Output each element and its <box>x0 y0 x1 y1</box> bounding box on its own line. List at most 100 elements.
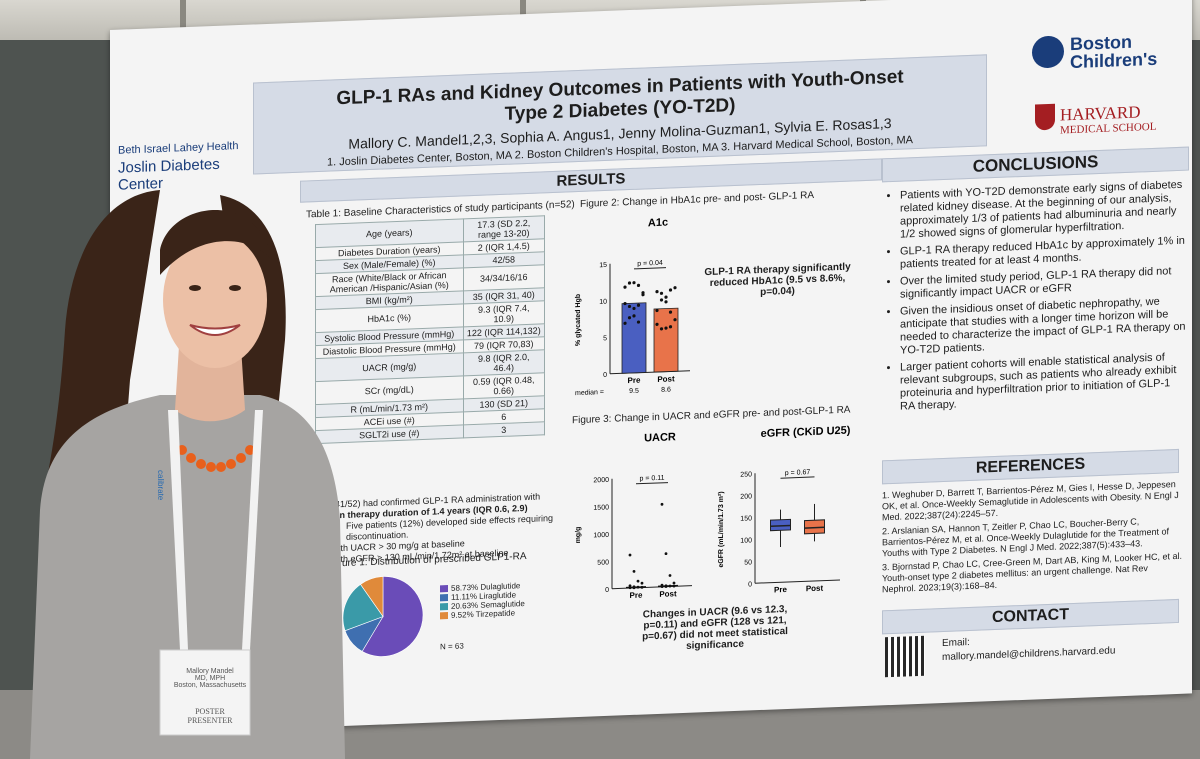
pie-legend: 58.73% Dulaglutide 11.11% Liraglutide 20.6… <box>440 581 525 620</box>
y-axis-label: % glycated Hgb <box>575 294 582 346</box>
data-point <box>632 569 636 573</box>
bar <box>653 307 679 373</box>
x-tick-label: Pre <box>630 591 643 601</box>
pvalue-bracket <box>634 267 666 270</box>
fig2-caption: Figure 2: Change in HbA1c pre- and post-… <box>580 189 815 210</box>
legend-swatch <box>440 594 448 602</box>
y-tick-label: 2000 <box>593 477 609 485</box>
conclusions-header: CONCLUSIONS <box>882 146 1189 183</box>
fig3-note: Changes in UACR (9.6 vs 12.3, p=0.11) an… <box>642 603 788 652</box>
data-point <box>668 288 673 292</box>
necklace <box>177 445 255 472</box>
table-cell: 17.3 (SD 2.2, range 13-20) <box>463 215 545 242</box>
data-point <box>673 286 677 290</box>
data-point <box>660 502 664 506</box>
pie-chart <box>342 576 424 657</box>
badge-name: Mallory Mandel <box>186 668 234 675</box>
conclusion-item: Patients with YO-T2D demonstrate early s… <box>900 179 1186 242</box>
box <box>770 518 791 532</box>
y-tick-label: 0 <box>748 581 752 588</box>
contact-header: CONTACT <box>882 598 1179 635</box>
pie-n: N = 63 <box>440 641 464 652</box>
data-point <box>632 306 636 311</box>
data-point <box>623 285 627 289</box>
bch-logo-icon <box>1032 35 1064 69</box>
data-point <box>636 320 641 324</box>
median-value: 8.6 <box>661 386 671 393</box>
x-tick-label: Pre <box>774 585 787 595</box>
pvalue-bracket <box>780 476 815 479</box>
pvalue-label: p = 0.67 <box>785 469 811 477</box>
data-point <box>640 581 644 585</box>
badge-creds: MD, MPH <box>194 675 226 682</box>
poster: Beth Israel Lahey Health Joslin Diabetes… <box>110 0 1192 735</box>
data-point <box>628 553 632 557</box>
data-point <box>659 298 664 302</box>
y-tick-label: 200 <box>740 493 752 500</box>
y-tick-label: 250 <box>740 471 752 478</box>
eye <box>189 285 201 291</box>
references-list: 1. Weghuber D, Barrett T, Barrientos-Pér… <box>882 479 1182 599</box>
name-badge <box>159 649 251 736</box>
data-point <box>668 325 673 329</box>
x-tick-label: Pre <box>628 376 641 386</box>
table-cell: 0.59 (IQR 0.48, 0.66) <box>463 372 545 399</box>
email-label: Email: <box>942 636 970 650</box>
bch-logo: Boston Children's <box>1070 31 1158 73</box>
median-label: median = <box>575 389 604 397</box>
qr-code-icon <box>885 635 925 678</box>
y-tick-label: 5 <box>603 335 607 342</box>
data-point <box>664 300 668 304</box>
references-header: REFERENCES <box>882 448 1179 485</box>
data-point <box>664 295 668 299</box>
x-tick-label: Post <box>657 374 675 384</box>
data-point <box>664 552 668 556</box>
conclusion-item: Larger patient cohorts will enable stati… <box>900 351 1186 414</box>
badge-role-1: POSTER <box>195 707 225 716</box>
median-line <box>770 524 791 528</box>
data-point <box>627 281 632 285</box>
pie-slice <box>361 576 424 657</box>
data-point <box>655 322 659 326</box>
legend-swatch <box>440 603 448 611</box>
data-point <box>632 314 636 318</box>
hair <box>40 190 160 510</box>
egfr-chart: eGFR (CKiD U25) 0 50 100 150 200 250 eGFR (mL/m… <box>718 425 851 597</box>
face <box>163 232 267 368</box>
ceiling-beam <box>180 0 186 48</box>
median-line <box>658 584 678 588</box>
y-tick-label: 1000 <box>593 532 609 540</box>
legend-swatch <box>440 585 448 593</box>
table-cell: 3 <box>463 421 545 438</box>
y-axis-label: eGFR (mL/min/1.73 m²) <box>718 491 725 567</box>
x-tick-label: Post <box>806 584 824 594</box>
data-point <box>655 308 659 313</box>
legend-label: 9.52% Tirzepatide <box>451 608 516 620</box>
hms-logo: MEDICAL SCHOOL <box>1060 120 1157 137</box>
hair-top <box>160 210 272 275</box>
y-axis-label: mg/g <box>575 527 582 544</box>
chart-title: A1c <box>648 217 668 230</box>
pie-slice <box>360 576 384 618</box>
median-value: 121 <box>809 596 821 597</box>
lanyard-text: calibrate <box>156 470 165 501</box>
presenter <box>30 190 345 759</box>
data-point <box>632 281 636 285</box>
badge-role-2: PRESENTER <box>187 716 233 725</box>
pie-slice <box>342 583 384 632</box>
bar <box>621 302 647 374</box>
data-point <box>655 290 659 294</box>
data-point <box>673 318 677 322</box>
pvalue-label: p = 0.04 <box>637 260 663 268</box>
data-point <box>636 579 640 583</box>
data-point <box>672 581 676 585</box>
eye <box>229 285 241 291</box>
data-point <box>668 310 673 314</box>
y-tick-label: 0 <box>603 372 607 379</box>
title-box: GLP-1 RAs and Kidney Outcomes in Patient… <box>253 54 987 175</box>
y-tick-label: 10 <box>599 299 607 306</box>
pvalue-bracket <box>636 482 668 485</box>
bilh-logo: Beth Israel Lahey Health <box>118 140 239 157</box>
box <box>804 519 825 535</box>
